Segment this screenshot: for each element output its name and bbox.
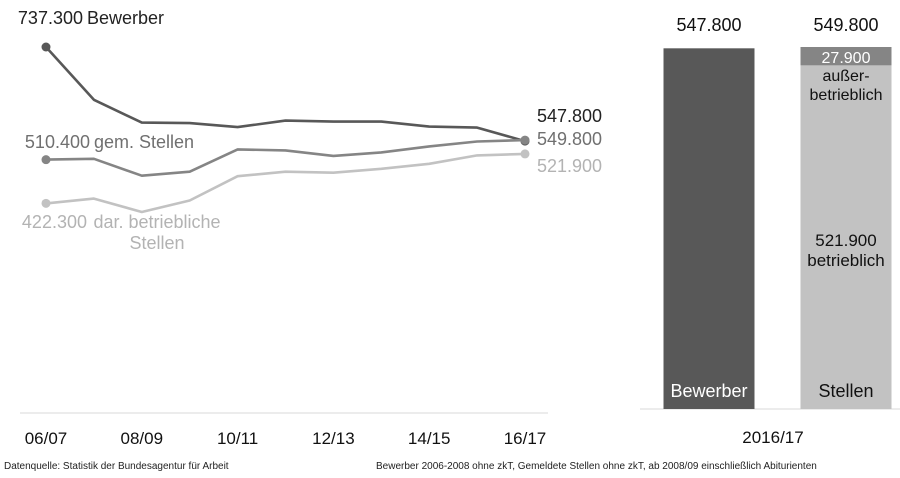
x-tick-label: 14/15 <box>408 429 451 448</box>
bar-segment-bewerber-0 <box>663 48 755 410</box>
series-line-dar-betriebliche-stellen <box>45 152 526 214</box>
x-tick-label: 06/07 <box>25 429 68 448</box>
bar-chart: 547.800Bewerber549.800Stellen521.900betr… <box>640 15 900 447</box>
segment-value-betrieblich: 521.900 <box>815 231 876 250</box>
bar-segment-stellen-1 <box>800 47 892 66</box>
start-value-gem-stellen: 510.400 <box>25 132 90 152</box>
bar-total-stellen: 549.800 <box>813 15 878 35</box>
start-value-bewerber: 737.300 <box>18 8 83 28</box>
series-point-gem-stellen <box>520 135 530 145</box>
series-line-gem-stellen <box>45 138 526 177</box>
x-tick-label: 08/09 <box>121 429 164 448</box>
bars-group: 547.800Bewerber549.800Stellen521.900betr… <box>663 15 892 410</box>
data-footnote: Bewerber 2006-2008 ohne zkT, Gemeldete S… <box>376 461 817 472</box>
x-tick-label: 16/17 <box>504 429 547 448</box>
line-labels-group: 737.300 Bewerber 510.400 gem. Stellen 422.30… <box>18 8 602 253</box>
series-point-gem-stellen <box>41 155 51 165</box>
series-name-line: Stellen <box>129 233 184 253</box>
bar-name-bewerber: Bewerber <box>670 381 747 401</box>
series-point-dar-betriebliche-stellen <box>520 149 530 159</box>
end-value-bewerber: 547.800 <box>537 106 602 126</box>
segment-name-ausserbetrieblich: außer-betrieblich <box>810 68 883 104</box>
series-line-bewerber <box>45 46 526 143</box>
series-name-line: dar. betriebliche <box>93 212 220 232</box>
source-note: Datenquelle: Statistik der Bundesagentur… <box>4 461 229 472</box>
bar-name-stellen: Stellen <box>818 381 873 401</box>
series-name-dar-betriebliche-stellen: dar. betriebliche Stellen <box>93 212 220 253</box>
line-series-group <box>41 42 530 214</box>
x-tick-label: 10/11 <box>217 429 258 448</box>
series-name-bewerber: Bewerber <box>87 8 164 28</box>
x-tick-label: 12/13 <box>312 429 355 448</box>
bar-total-bewerber: 547.800 <box>676 15 741 35</box>
segment-value-ausserbetrieblich: 27.900 <box>822 50 871 67</box>
line-x-ticks: 06/07 08/09 10/11 12/13 14/15 16/17 <box>25 429 547 448</box>
line-chart: 737.300 Bewerber 510.400 gem. Stellen 422.30… <box>18 8 602 448</box>
bar-segment-stellen-0 <box>800 65 892 410</box>
series-name-gem-stellen: gem. Stellen <box>94 132 194 152</box>
bar-category-label: 2016/17 <box>742 428 803 447</box>
series-point-dar-betriebliche-stellen <box>41 198 51 208</box>
end-value-gem-stellen: 549.800 <box>537 129 602 149</box>
end-value-dar-betriebliche-stellen: 521.900 <box>537 156 602 176</box>
start-value-dar-betriebliche-stellen: 422.300 <box>22 212 87 232</box>
segment-name-line: betrieblich <box>810 87 883 104</box>
segment-name-betrieblich: betrieblich <box>807 251 885 270</box>
series-point-bewerber <box>41 42 51 52</box>
segment-name-line: außer- <box>822 68 869 85</box>
